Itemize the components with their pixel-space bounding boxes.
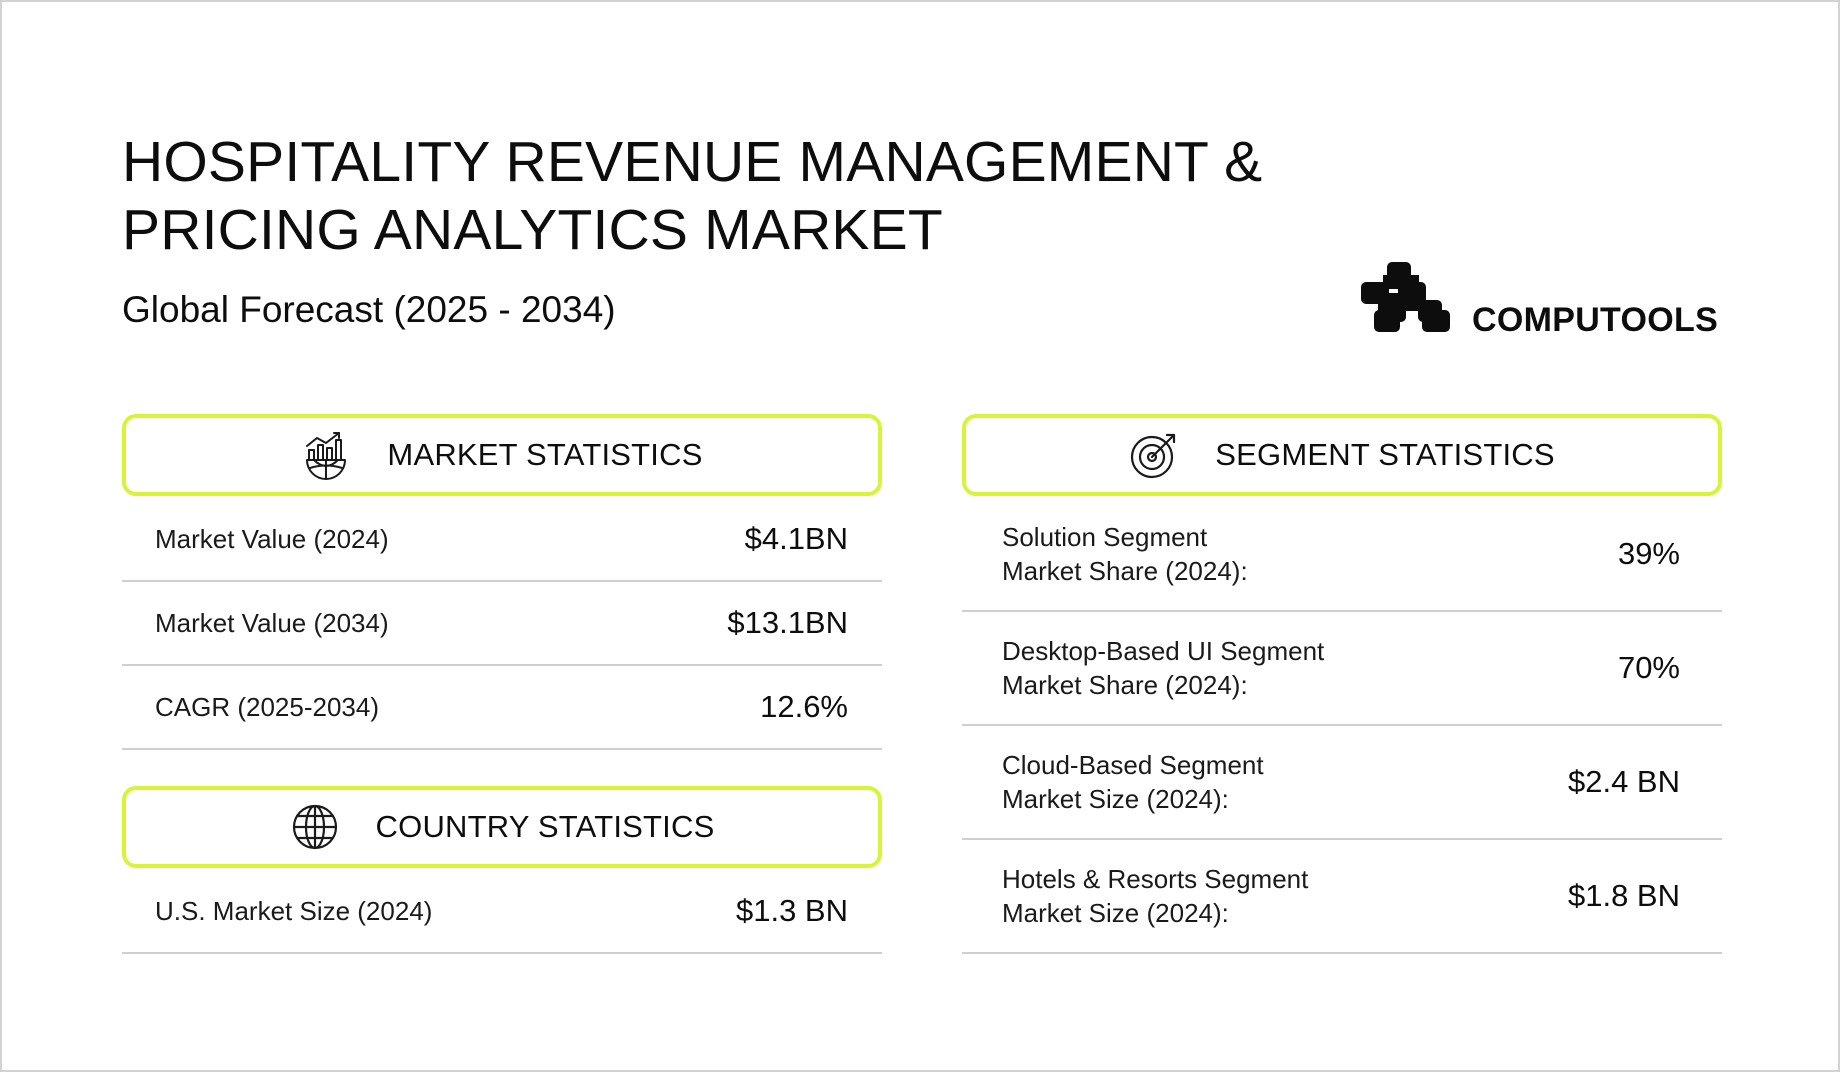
title-line-1: HOSPITALITY REVENUE MANAGEMENT & bbox=[122, 130, 1263, 194]
table-row: Solution Segment Market Share (2024): 39… bbox=[962, 498, 1722, 612]
row-label-line-2: Market Size (2024): bbox=[1002, 784, 1229, 814]
row-label-line-1: Cloud-Based Segment bbox=[1002, 750, 1264, 780]
row-value: 12.6% bbox=[760, 689, 848, 724]
row-label-line-1: Desktop-Based UI Segment bbox=[1002, 636, 1325, 666]
row-label-line-2: Market Size (2024): bbox=[1002, 898, 1229, 928]
row-value: $1.8 BN bbox=[1567, 878, 1680, 913]
table-row: Hotels & Resorts Segment Market Size (20… bbox=[962, 840, 1722, 954]
row-label: U.S. Market Size (2024) bbox=[155, 896, 433, 926]
segment-statistics-header: SEGMENT STATISTICS bbox=[962, 414, 1722, 496]
page-title: HOSPITALITY REVENUE MANAGEMENT & PRICING… bbox=[122, 128, 1362, 264]
market-statistics-title: MARKET STATISTICS bbox=[387, 437, 703, 472]
row-value: $4.1BN bbox=[744, 521, 848, 556]
brand-name: COMPUTOOLS bbox=[1472, 301, 1719, 339]
table-row: Market Value (2024) $4.1BN bbox=[122, 498, 882, 582]
row-value: $2.4 BN bbox=[1567, 764, 1680, 799]
row-label: Market Value (2034) bbox=[155, 608, 389, 638]
row-value: 39% bbox=[1617, 536, 1680, 571]
segment-statistics-title: SEGMENT STATISTICS bbox=[1215, 437, 1555, 472]
row-label: Desktop-Based UI Segment Market Share (2… bbox=[1002, 634, 1324, 702]
brand-logo: COMPUTOOLS bbox=[1358, 260, 1723, 339]
row-label-line-2: Market Share (2024): bbox=[1002, 670, 1248, 700]
table-row: Market Value (2034) $13.1BN bbox=[122, 582, 882, 666]
target-icon bbox=[1131, 433, 1176, 479]
table-row: CAGR (2025-2034) 12.6% bbox=[122, 666, 882, 750]
row-label: Market Value (2024) bbox=[155, 524, 389, 554]
row-label: CAGR (2025-2034) bbox=[155, 692, 379, 722]
row-label-line-1: Hotels & Resorts Segment bbox=[1002, 864, 1309, 894]
table-row: Desktop-Based UI Segment Market Share (2… bbox=[962, 612, 1722, 726]
segment-statistics-table: Solution Segment Market Share (2024): 39… bbox=[962, 498, 1722, 954]
row-label: Cloud-Based Segment Market Size (2024): bbox=[1002, 748, 1264, 816]
market-statistics-table: Market Value (2024) $4.1BN Market Value … bbox=[122, 498, 882, 750]
market-statistics-header: MARKET STATISTICS bbox=[122, 414, 882, 496]
computools-logo-icon bbox=[1361, 262, 1450, 332]
country-statistics-header: COUNTRY STATISTICS bbox=[122, 786, 882, 868]
row-value: 70% bbox=[1617, 650, 1680, 685]
table-row: U.S. Market Size (2024) $1.3 BN bbox=[122, 870, 882, 954]
row-label: Solution Segment Market Share (2024): bbox=[1002, 520, 1248, 588]
row-label: Hotels & Resorts Segment Market Size (20… bbox=[1002, 862, 1308, 930]
row-value: $13.1BN bbox=[727, 605, 848, 640]
growth-chart-globe-icon bbox=[306, 432, 347, 480]
row-value: $1.3 BN bbox=[735, 893, 848, 928]
globe-icon bbox=[292, 804, 337, 850]
row-label-line-1: Solution Segment bbox=[1002, 522, 1208, 552]
country-statistics-table: U.S. Market Size (2024) $1.3 BN bbox=[122, 870, 882, 954]
title-line-2: PRICING ANALYTICS MARKET bbox=[122, 198, 943, 262]
table-row: Cloud-Based Segment Market Size (2024): … bbox=[962, 726, 1722, 840]
page-subtitle: Global Forecast (2025 - 2034) bbox=[122, 289, 616, 330]
row-label-line-2: Market Share (2024): bbox=[1002, 556, 1248, 586]
country-statistics-title: COUNTRY STATISTICS bbox=[375, 809, 715, 844]
